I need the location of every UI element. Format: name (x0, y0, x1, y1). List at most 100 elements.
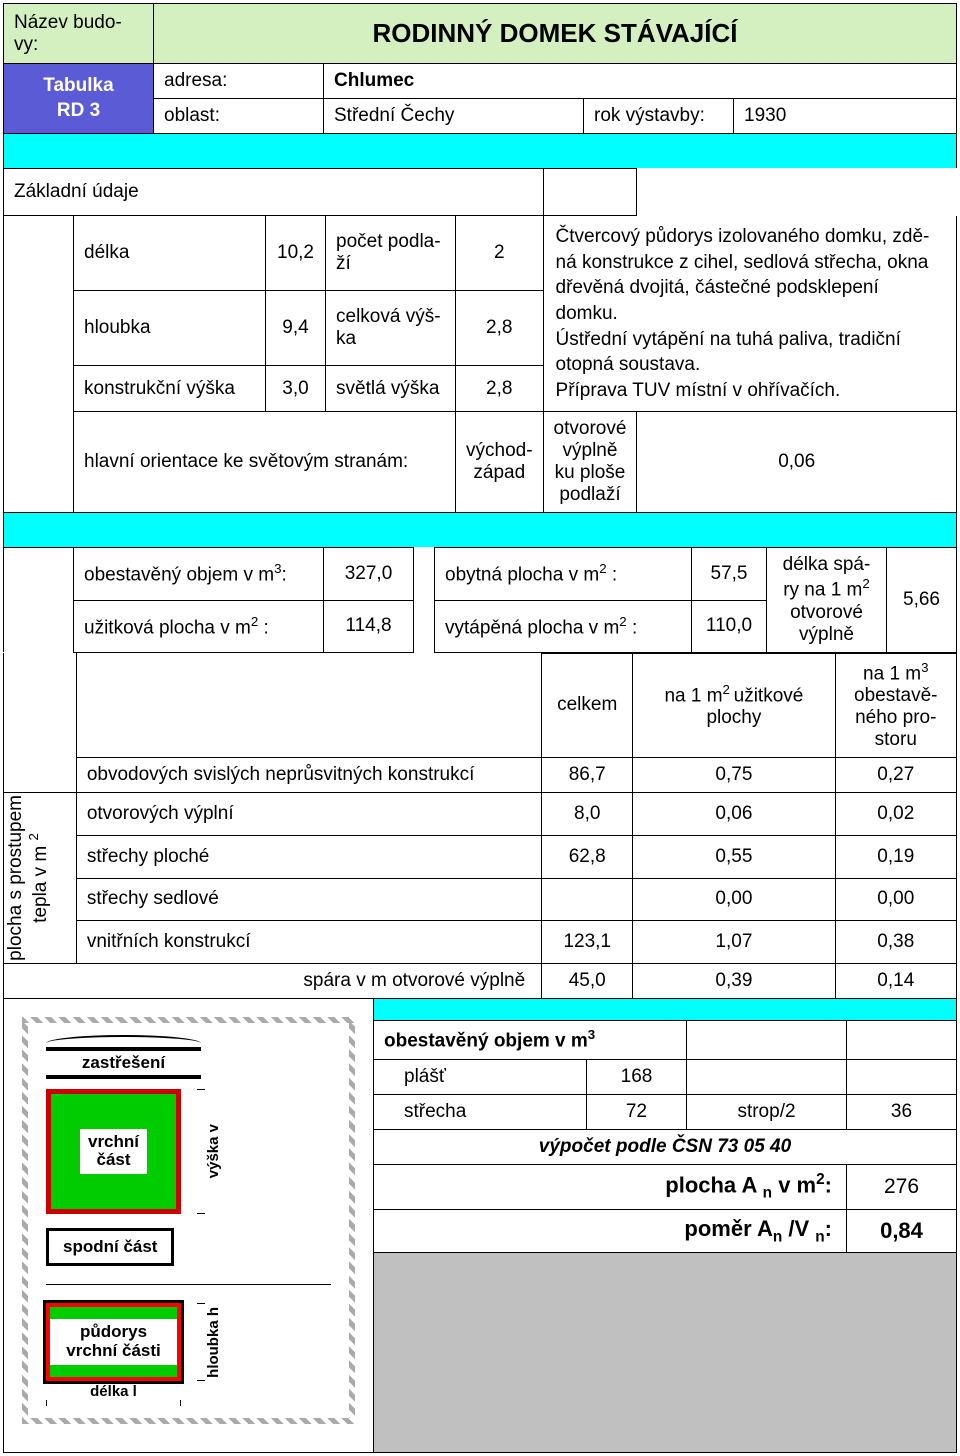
cyan-spacer-3 (374, 999, 957, 1021)
heat-c: 86,7 (542, 758, 633, 793)
heat-u: 0,75 (633, 758, 835, 793)
podlazi-val: 2 (456, 216, 544, 291)
heat-c: 123,1 (542, 921, 633, 964)
orient-val: východ-západ (456, 412, 544, 513)
gray-area (374, 1252, 957, 1452)
adresa-label: adresa: (154, 64, 324, 99)
heat-label: vnitřních konstrukcí (76, 921, 541, 964)
cyan-spacer-1 (3, 134, 957, 168)
adresa-value: Chlumec (324, 64, 957, 99)
obj-label: obestavěný objem v m3: (74, 548, 324, 600)
h-obest: na 1 m3 obestavě-ného pro-storu (835, 653, 956, 757)
pudorys-label: půdorys vrchní části (50, 1319, 177, 1364)
zaklad-empty (543, 169, 637, 216)
uzit-label: užitková plocha v m2 : (74, 600, 324, 652)
vrchni-label: vrchní část (80, 1129, 147, 1174)
hloubka-val: 9,4 (266, 291, 326, 366)
bottom-table: zastřešení vrchní část výška v spodní čá… (3, 999, 957, 1453)
page-title: RODINNÝ DOMEK STÁVAJÍCÍ (154, 4, 957, 64)
heat-u: 0,55 (633, 835, 835, 878)
oblast-value: Střední Čechy (324, 99, 584, 134)
header-table: Název budo-vy: RODINNÝ DOMEK STÁVAJÍCÍ T… (3, 3, 957, 134)
vypocet-label: výpočet podle ČSN 73 05 40 (374, 1129, 957, 1164)
zaklad-desc: Čtvercový půdorys izolovaného domku, zdě… (543, 216, 956, 412)
tabulka-label: Tabulka RD 3 (4, 64, 154, 134)
b2-gap (414, 548, 435, 652)
obyt-val: 57,5 (692, 548, 767, 600)
zaklad-side (4, 216, 74, 513)
heat-empty (76, 653, 541, 757)
heat-o: 0,19 (835, 835, 956, 878)
konstr-label: konstrukční výška (74, 366, 266, 412)
spara-row-label: spára v m otvorové výplně (4, 963, 542, 998)
heat-table: celkem na 1 m2 užitkové plochy na 1 m3 o… (3, 653, 957, 999)
vyska-dim-label: výška v (205, 1124, 222, 1178)
spara-row-u: 0,39 (633, 963, 835, 998)
spara-row-c: 45,0 (542, 963, 633, 998)
spara-row-o: 0,14 (835, 963, 956, 998)
heat-c (542, 878, 633, 921)
heat-label: střechy ploché (76, 835, 541, 878)
heat-o: 0,00 (835, 878, 956, 921)
uzit-val: 114,8 (324, 600, 414, 652)
strecha-val: 72 (587, 1094, 687, 1129)
heat-u: 0,00 (633, 878, 835, 921)
heat-label: obvodových svislých neprůsvitných konstr… (76, 758, 541, 793)
heat-c: 62,8 (542, 835, 633, 878)
zaklad-table: Základní údaje délka 10,2 počet podla-ží… (3, 168, 957, 513)
vol-title: obestavěný objem v m3 (374, 1021, 687, 1059)
vyt-val: 110,0 (692, 600, 767, 652)
block2-table: obestavěný objem v m3: 327,0 obytná ploc… (3, 547, 957, 652)
heat-u: 0,06 (633, 793, 835, 836)
plast-val: 168 (587, 1059, 687, 1094)
heat-side-label: plocha s prostupem tepla v m 2 (4, 793, 77, 964)
diagram-divider (46, 1284, 331, 1285)
heat-o: 0,38 (835, 921, 956, 964)
hloubka-label: hloubka (74, 291, 266, 366)
h-uzit: na 1 m2 užitkové plochy (633, 653, 835, 757)
zastreseni-label: zastřešení (46, 1047, 201, 1079)
vyska-label: celková výš-ka (326, 291, 456, 366)
nazev-label: Název budo-vy: (4, 4, 154, 64)
rok-value: 1930 (734, 99, 957, 134)
vol-empty2 (847, 1021, 957, 1059)
heat-label: střechy sedlové (76, 878, 541, 921)
otvor-val: 0,06 (637, 412, 957, 513)
plast-label: plášť (374, 1059, 587, 1094)
vyt-label: vytápěná plocha v m2 : (435, 600, 692, 652)
delka-val: 10,2 (266, 216, 326, 291)
plocha-label: plocha A n v m2: (374, 1164, 847, 1209)
pudorys-box: půdorys vrchní části (46, 1303, 181, 1381)
hloubka-dim-label: hloubka h (205, 1307, 222, 1378)
vyska-val: 2,8 (456, 291, 544, 366)
svetla-val: 2,8 (456, 366, 544, 412)
strecha-label: střecha (374, 1094, 587, 1129)
svetla-label: světlá výška (326, 366, 456, 412)
h-celkem: celkem (542, 653, 633, 757)
heat-c: 8,0 (542, 793, 633, 836)
roof-icon (46, 1035, 201, 1045)
delka-dim-label: délka l (46, 1383, 181, 1400)
obyt-label: obytná plocha v m2 : (435, 548, 692, 600)
orient-label: hlavní orientace ke světovým stranám: (74, 412, 456, 513)
pomer-label: poměr An /V n: (374, 1209, 847, 1252)
heat-side-empty (4, 653, 77, 792)
zaklad-title: Základní údaje (4, 169, 544, 216)
heat-u: 1,07 (633, 921, 835, 964)
vol-empty1 (687, 1021, 847, 1059)
obj-val: 327,0 (324, 548, 414, 600)
podlazi-label: počet podla-ží (326, 216, 456, 291)
konstr-val: 3,0 (266, 366, 326, 412)
plast-empty2 (847, 1059, 957, 1094)
cyan-spacer-2 (3, 513, 957, 547)
b2-side (4, 548, 74, 652)
plast-empty1 (687, 1059, 847, 1094)
heat-label: otvorových výplní (76, 793, 541, 836)
delka-label: délka (74, 216, 266, 291)
strop-val: 36 (847, 1094, 957, 1129)
vrchni-box: vrchní část (46, 1089, 181, 1214)
otvor-label: otvorové výplně ku ploše podlaží (543, 412, 637, 513)
oblast-label: oblast: (154, 99, 324, 134)
pomer-val: 0,84 (847, 1209, 957, 1252)
heat-o: 0,02 (835, 793, 956, 836)
